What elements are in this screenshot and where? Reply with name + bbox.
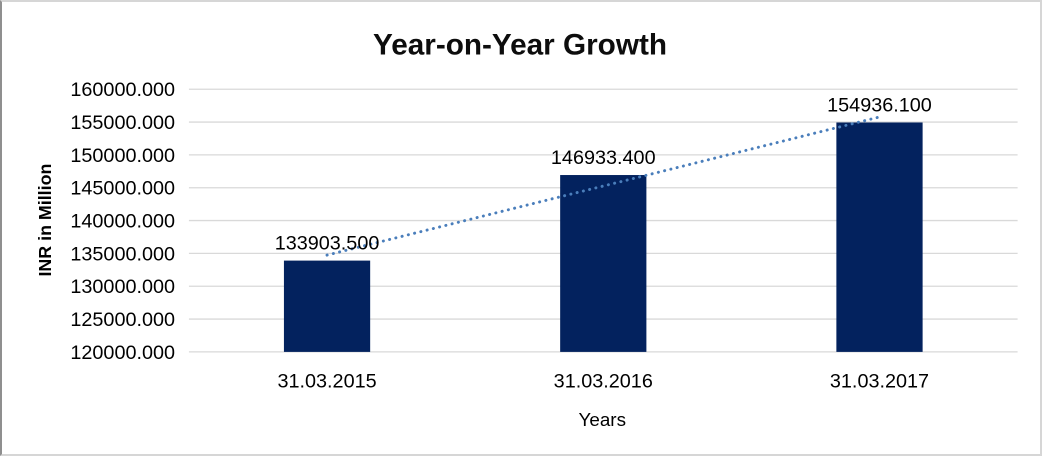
bar — [560, 175, 647, 352]
x-axis-category-labels: 31.03.2015 31.03.2016 31.03.2017 — [277, 371, 929, 393]
y-tick-label: 145000.000 — [70, 178, 175, 200]
bar-value-label: 154936.100 — [827, 95, 932, 117]
bar-series — [283, 122, 923, 352]
y-tick-label: 140000.000 — [70, 211, 175, 233]
y-tick-label: 125000.000 — [70, 309, 175, 331]
x-axis-title: Years — [579, 409, 626, 430]
bar — [836, 122, 923, 352]
bar — [283, 260, 371, 352]
y-tick-label: 155000.000 — [70, 112, 175, 134]
bar-value-label: 133903.500 — [275, 233, 380, 255]
x-category-label: 31.03.2016 — [554, 371, 653, 393]
trendline — [325, 115, 881, 257]
y-tick-label: 120000.000 — [70, 342, 175, 364]
y-axis-title: INR in Million — [35, 164, 55, 277]
chart-title: Year-on-Year Growth — [373, 29, 667, 62]
bar-value-label: 146933.400 — [551, 147, 656, 169]
y-tick-label: 160000.000 — [70, 79, 175, 101]
x-category-label: 31.03.2015 — [277, 371, 376, 393]
trendline-layer — [325, 115, 881, 257]
bar-value-labels: 133903.500 146933.400 154936.100 — [275, 95, 932, 255]
x-category-label: 31.03.2017 — [830, 371, 929, 393]
y-tick-label: 130000.000 — [70, 276, 175, 298]
y-axis-tick-labels: 160000.000 155000.000 150000.000 145000.000… — [70, 79, 175, 364]
y-tick-label: 150000.000 — [70, 145, 175, 167]
y-tick-label: 135000.000 — [70, 243, 175, 265]
